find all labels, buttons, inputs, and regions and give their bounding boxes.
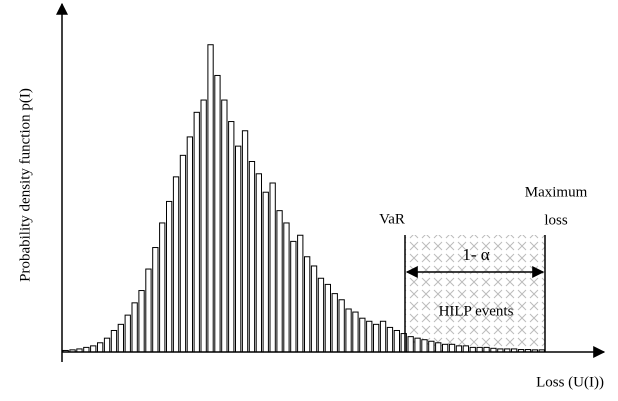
bar	[421, 339, 428, 353]
bar	[386, 326, 394, 353]
bar	[317, 277, 325, 353]
x-axis-label: Loss (U(I))	[536, 374, 604, 390]
bar	[304, 256, 311, 353]
bar	[310, 265, 318, 353]
bar	[435, 342, 442, 353]
hilp-region	[405, 235, 545, 352]
bar	[200, 99, 207, 353]
bar	[414, 337, 421, 353]
bar	[283, 222, 290, 353]
bar	[462, 345, 470, 353]
bar	[172, 176, 180, 353]
bar	[241, 130, 249, 353]
bar	[159, 222, 166, 353]
bar	[276, 210, 283, 353]
max-loss-label: Maximum	[525, 184, 588, 200]
bar	[186, 136, 193, 353]
bar	[138, 290, 145, 353]
bar	[331, 293, 338, 353]
bar	[262, 191, 269, 353]
bar	[324, 283, 332, 353]
bar	[373, 323, 380, 353]
bar	[248, 160, 256, 353]
bar	[131, 302, 138, 353]
bar	[166, 200, 173, 353]
bar	[145, 268, 152, 353]
bar	[379, 320, 387, 353]
bar	[193, 111, 200, 353]
bar	[103, 337, 111, 353]
bar	[214, 74, 221, 353]
bar	[428, 340, 435, 353]
bar	[207, 44, 214, 353]
bar	[110, 329, 118, 353]
bar	[359, 317, 366, 353]
bar	[290, 240, 297, 353]
bar	[269, 182, 276, 353]
y-axis-label: Probability density function p(I)	[17, 88, 33, 282]
bar	[90, 345, 97, 353]
bar	[255, 173, 263, 353]
bar	[221, 99, 228, 353]
var-label: VaR	[379, 211, 405, 227]
bar	[345, 308, 352, 353]
bar	[117, 323, 124, 353]
bar	[455, 345, 463, 353]
bar	[338, 299, 345, 353]
bar	[407, 336, 414, 353]
bar	[442, 343, 449, 353]
bar	[393, 329, 401, 353]
bar	[352, 311, 359, 353]
bar	[97, 342, 104, 353]
bar	[152, 247, 159, 353]
bar	[228, 121, 235, 353]
bar	[235, 145, 242, 353]
region-label: HILP events	[439, 303, 514, 319]
bar	[366, 320, 373, 353]
max-loss-label: loss	[544, 212, 568, 228]
bar	[448, 343, 456, 353]
bar	[179, 154, 187, 353]
bar	[297, 234, 304, 353]
confidence-label: 1- α	[462, 245, 489, 264]
bar	[124, 314, 131, 353]
